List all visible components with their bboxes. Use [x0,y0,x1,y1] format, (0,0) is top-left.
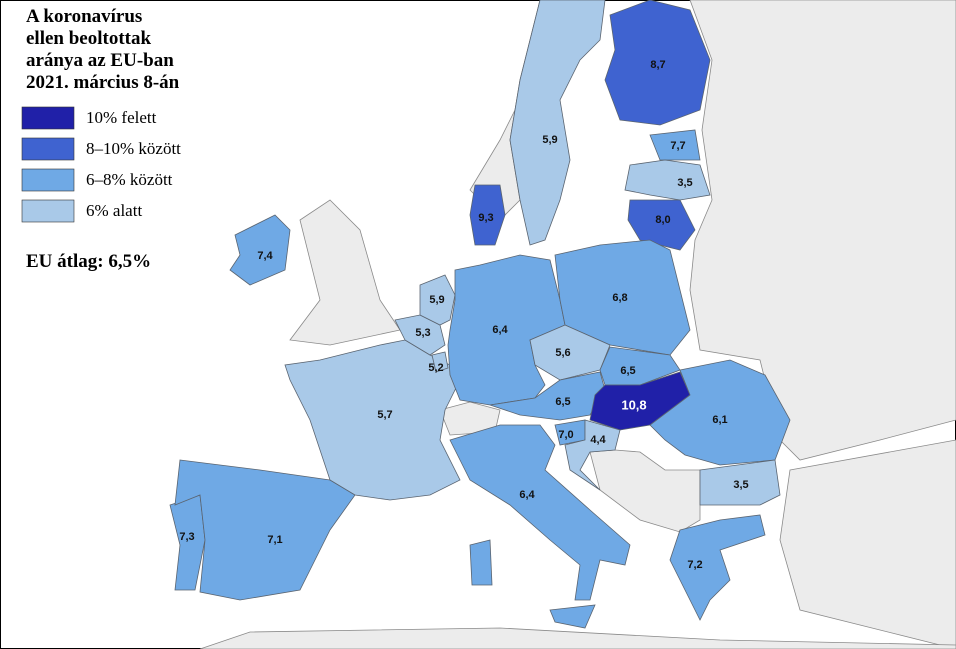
region-value: 5,7 [377,409,392,421]
region-value: 7,7 [670,140,685,152]
region-value: 5,3 [415,327,430,339]
region [549,604,596,629]
region-value: 6,4 [519,489,535,501]
legend-swatch [21,137,75,161]
region [449,424,631,601]
title-line: 2021. március 8-án [26,72,180,93]
region-value: 6,8 [612,292,627,304]
legend: 10% felett 8–10% között 6–8% között 6% alat… [21,106,181,223]
region [669,514,766,621]
title-line: ellen beoltottak [26,28,152,49]
region-value: 7,2 [687,559,702,571]
region [431,351,449,373]
region [419,274,456,326]
region [624,159,711,201]
regions [169,0,791,629]
non-eu-land [199,0,956,649]
region [649,129,701,161]
region-value: 10,8 [621,397,646,412]
region [469,539,493,586]
eu-average: EU átlag: 6,5% [26,251,151,272]
region [554,239,691,356]
title: A koronavírus ellen beoltottak aránya az… [26,6,180,93]
region-value: 6,5 [555,396,570,408]
region [469,184,506,246]
region [447,254,566,406]
region [509,0,606,246]
legend-swatch [21,168,75,192]
region-value: 5,2 [428,362,443,374]
legend-label: 6% alatt [86,201,142,220]
legend-label: 6–8% között [86,170,173,189]
region-value: 7,4 [257,250,273,262]
region-value: 5,9 [542,134,557,146]
title-line: A koronavírus [26,6,142,27]
region-labels: 7,4 7,3 7,1 5,7 5,3 5,9 5,2 6,4 9,3 5,9 … [179,59,748,571]
region [604,0,711,126]
region-value: 8,7 [650,59,665,71]
region-value: 7,3 [179,531,194,543]
region-value: 9,3 [478,212,493,224]
region [649,359,791,466]
legend-swatch [21,106,75,130]
region-value: 7,0 [558,429,573,441]
region [229,214,291,286]
legend-label: 10% felett [86,108,157,127]
region-value: 5,9 [429,294,444,306]
region [627,199,696,251]
region-value: 3,5 [733,479,748,491]
region-value: 6,4 [492,324,508,336]
region-value: 4,4 [590,434,606,446]
region-value: 6,1 [712,414,727,426]
region-value: 5,6 [555,347,570,359]
legend-label: 8–10% között [86,139,181,158]
title-line: aránya az EU-ban [26,50,174,71]
region [564,419,621,491]
region-value: 6,5 [620,365,635,377]
region-value: 3,5 [677,177,692,189]
region-value: 8,0 [655,214,670,226]
region-value: 7,1 [267,534,282,546]
region [699,459,781,506]
legend-swatch [21,199,75,223]
